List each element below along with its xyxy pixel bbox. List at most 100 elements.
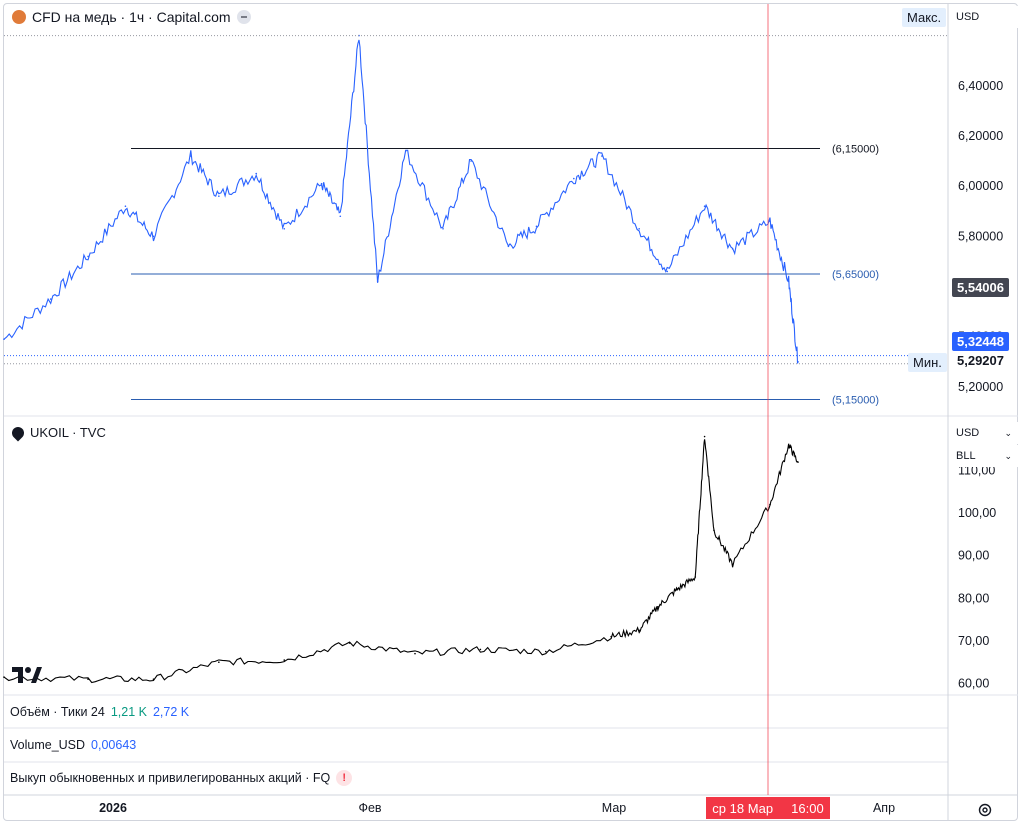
oil-pane: 110,00 100,00 90,00 80,00 70,00 60,00 <box>3 435 996 690</box>
data-point <box>49 298 52 300</box>
data-point <box>507 245 510 248</box>
data-point <box>657 606 659 608</box>
warning-icon[interactable]: ! <box>336 770 353 786</box>
data-point <box>152 235 155 238</box>
copper-symbol-icon <box>12 10 26 24</box>
data-point <box>703 435 706 438</box>
data-point <box>348 642 351 644</box>
crosshair-date: ср 18 Мар <box>712 800 774 816</box>
currency-top-value: USD <box>956 11 980 23</box>
data-point <box>610 635 612 638</box>
data-point <box>797 361 799 363</box>
data-point <box>787 280 790 283</box>
volume-label: Объём · Тики 24 <box>10 705 105 719</box>
data-point <box>320 182 323 185</box>
crosshair-time: 16:00 <box>791 800 824 816</box>
buyback-label: Выкуп обыкновенных и привилегированных а… <box>10 771 331 785</box>
level-label: (6,15000) <box>832 143 879 155</box>
data-point <box>124 205 127 208</box>
data-point <box>470 160 472 162</box>
unit-select-bottom[interactable]: BLL ⌄ <box>950 445 1018 467</box>
time-label-mar: Мар <box>601 801 627 815</box>
crosshair-time-label: ср 18 Мар 16:00 <box>706 797 830 819</box>
settings-gear-icon[interactable] <box>976 801 994 819</box>
data-point <box>404 150 407 152</box>
y-tick-label: 6,40000 <box>958 79 1003 93</box>
copper-legend[interactable]: CFD на медь · 1ч · Capital.com <box>12 9 251 25</box>
data-point <box>731 248 734 250</box>
y-tick-label: 110,00 <box>958 464 995 478</box>
data-point <box>218 661 220 663</box>
data-point <box>731 563 734 566</box>
time-label-feb: Фев <box>358 801 382 815</box>
y-tick-label: 6,20000 <box>958 129 1003 143</box>
data-point <box>152 678 155 681</box>
oil-legend[interactable]: UKOIL · TVC <box>9 424 106 441</box>
data-point <box>3 338 5 341</box>
data-point <box>638 228 640 230</box>
data-point <box>787 444 790 446</box>
data-point <box>376 280 379 283</box>
data-point <box>255 172 258 175</box>
y-tick-label: 100,00 <box>958 506 996 520</box>
data-point <box>190 155 192 157</box>
tradingview-logo[interactable] <box>12 667 42 683</box>
data-point <box>769 503 771 506</box>
data-point <box>339 215 342 218</box>
volume-indicator[interactable]: Объём · Тики 24 1,21 K 2,72 K <box>10 705 189 719</box>
time-label-apr: Апр <box>872 801 896 815</box>
unit-bottom-value: BLL <box>956 450 976 462</box>
min-label: Мин. <box>908 353 947 372</box>
volume-usd-label: Volume_USD <box>10 738 86 752</box>
currency-bottom-value: USD <box>956 427 980 439</box>
volume-buy-value: 1,21 K <box>110 705 147 719</box>
currency-select-top[interactable]: USD <box>950 6 1018 28</box>
volume-sell-value: 2,72 K <box>152 705 190 719</box>
y-tick-label: 60,00 <box>958 676 989 690</box>
data-point <box>573 177 575 180</box>
chart-frame <box>3 3 1018 821</box>
y-tick-label: 90,00 <box>958 549 989 563</box>
data-point <box>601 155 603 157</box>
data-point <box>694 576 697 578</box>
data-point <box>87 255 89 258</box>
data-point <box>479 648 482 651</box>
max-label: Макс. <box>902 8 947 27</box>
y-tick-label: 5,20000 <box>958 380 1003 394</box>
y-tick-label: 5,80000 <box>958 229 1003 243</box>
copper-price-line[interactable] <box>3 39 799 364</box>
data-point <box>283 228 286 230</box>
chevron-down-icon: ⌄ <box>1004 450 1012 461</box>
level-label: (5,65000) <box>832 269 879 281</box>
data-point <box>283 659 286 661</box>
data-point <box>713 529 715 531</box>
copper-legend-title: CFD на медь · 1ч · Capital.com <box>32 9 231 25</box>
data-point <box>414 652 416 655</box>
data-point <box>666 270 669 273</box>
currency-select-bottom[interactable]: USD ⌄ <box>950 422 1018 444</box>
y-tick-label: 70,00 <box>958 634 989 648</box>
chevron-down-icon: ⌄ <box>1004 427 1012 438</box>
oil-legend-title: UKOIL · TVC <box>30 425 106 440</box>
data-point <box>218 195 220 197</box>
collapse-legend-button[interactable] <box>236 10 251 24</box>
volume-usd-value: 0,00643 <box>91 738 137 752</box>
buyback-indicator[interactable]: Выкуп обыкновенных и привилегированных а… <box>10 770 353 786</box>
y-tick-label: 6,00000 <box>958 179 1003 193</box>
data-point <box>442 228 444 230</box>
data-point <box>769 220 771 223</box>
data-point <box>638 629 640 632</box>
level-label: (5,15000) <box>832 394 879 406</box>
data-point <box>675 589 678 591</box>
copper-pane: 6,400006,200006,000005,800005,600005,400… <box>3 34 1003 406</box>
data-point <box>703 205 706 208</box>
data-point <box>797 461 799 463</box>
crosshair-price-tag: 5,32448 <box>952 332 1009 351</box>
oil-drop-icon <box>9 424 27 441</box>
current-price-tag: 5,54006 <box>952 278 1009 297</box>
oil-price-line[interactable] <box>3 439 799 684</box>
volume-usd-indicator[interactable]: Volume_USD 0,00643 <box>10 738 136 752</box>
time-label-2026: 2026 <box>99 801 127 815</box>
data-point <box>3 676 5 678</box>
